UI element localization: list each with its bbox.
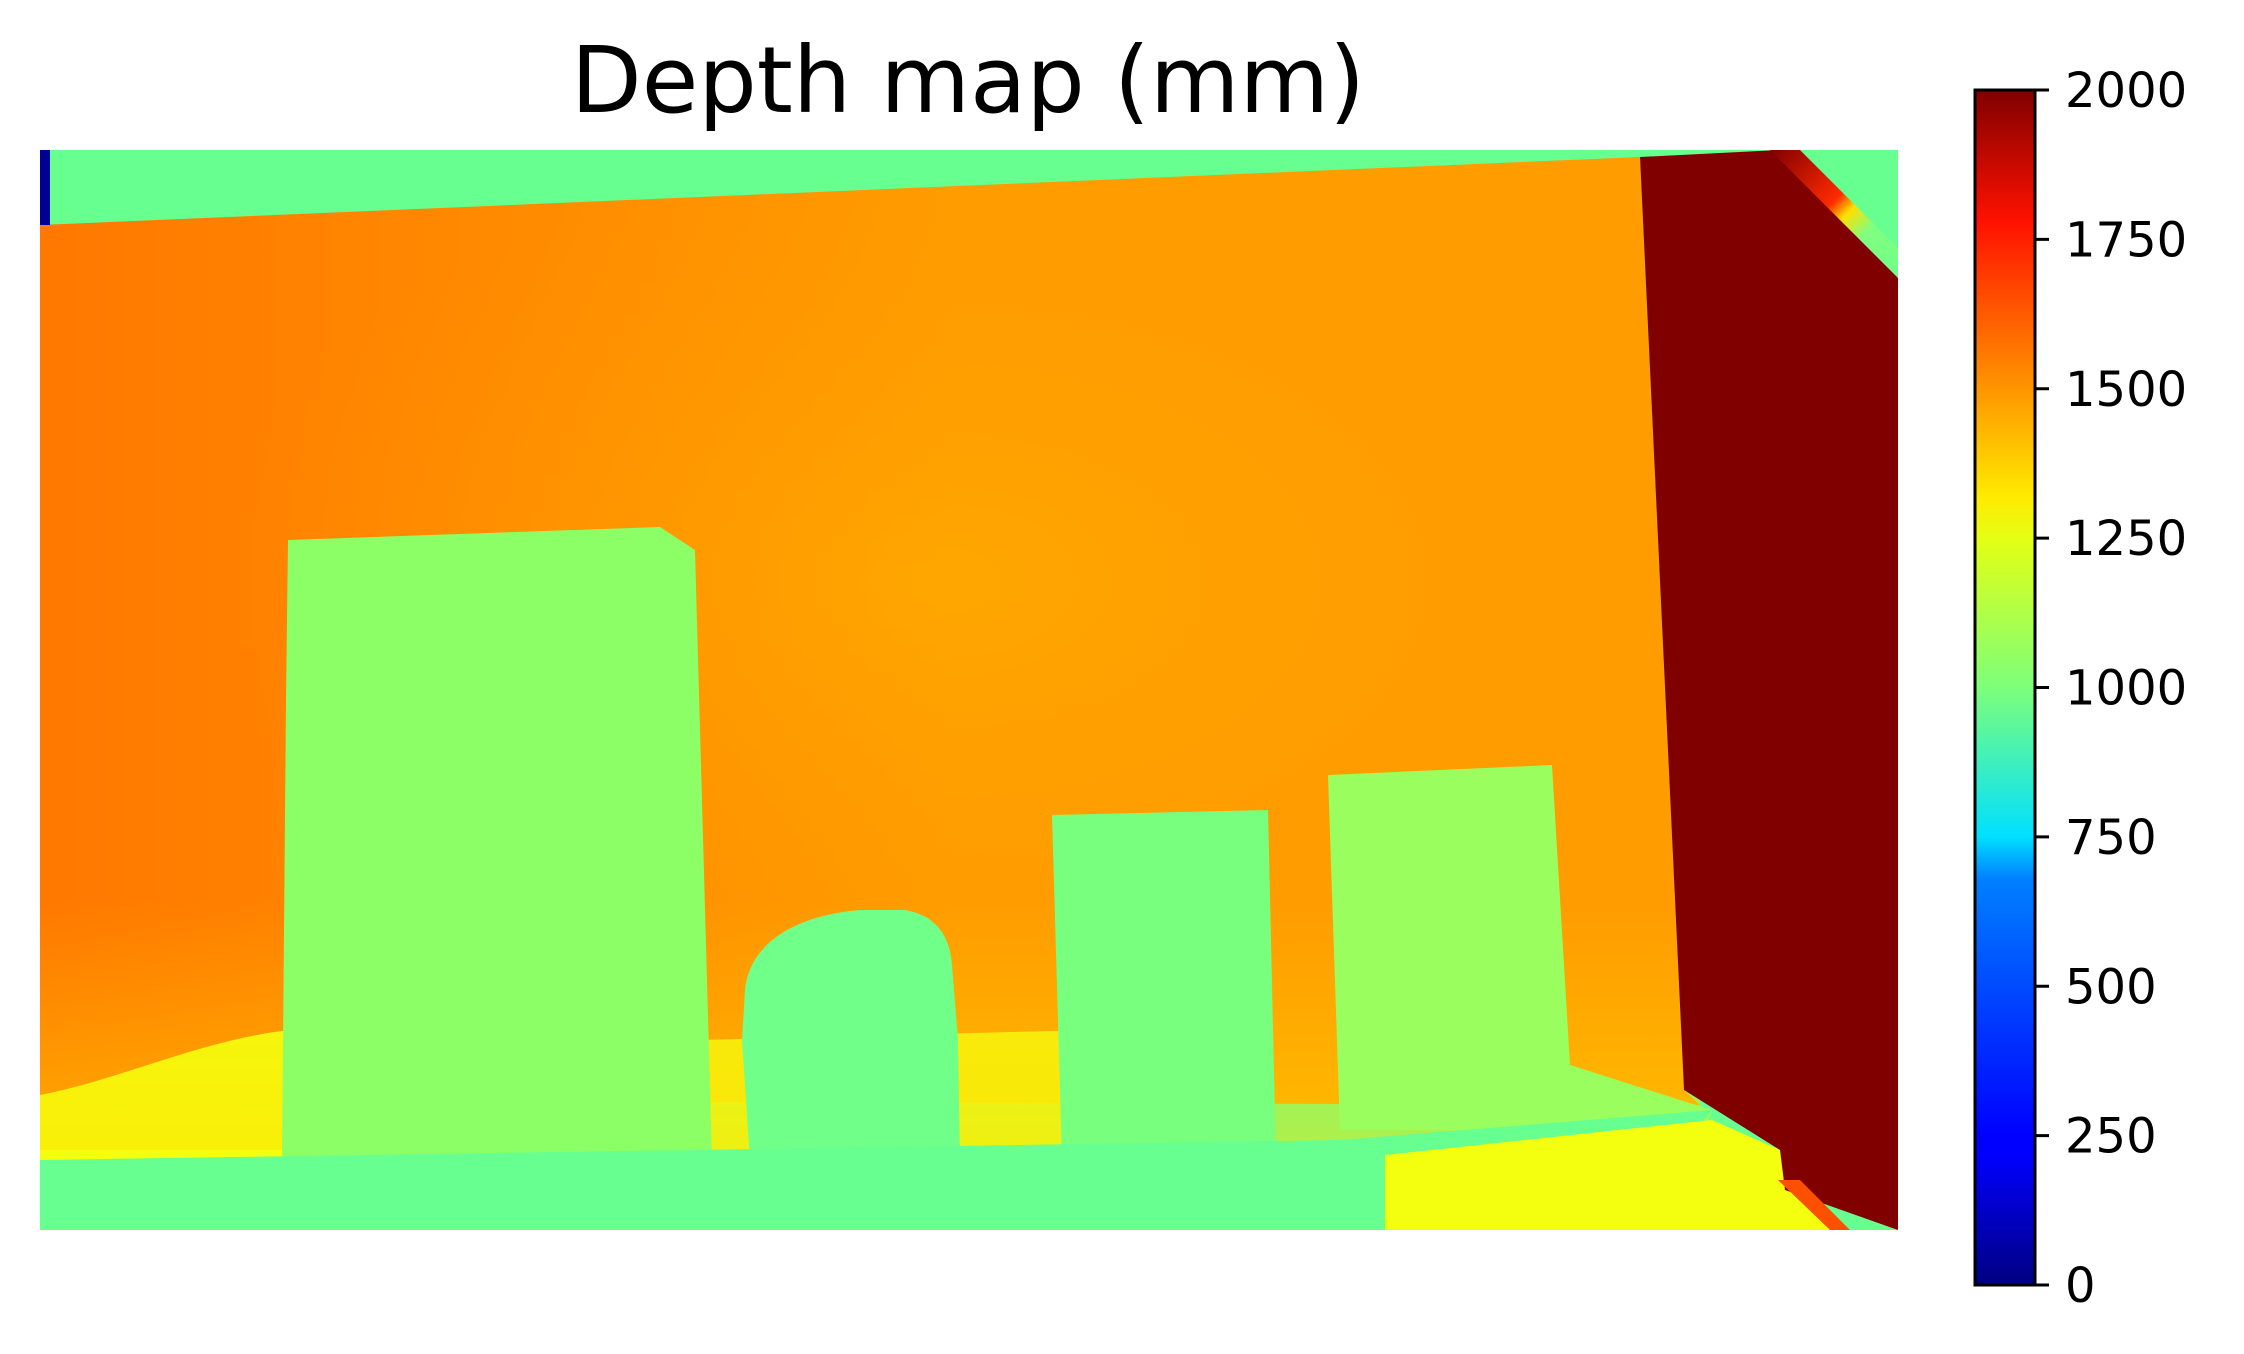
region-right-box — [1328, 765, 1712, 1130]
region-right-panel — [1640, 150, 1898, 1230]
colorbar-tick-label-250: 250 — [2065, 1109, 2157, 1165]
colorbar-tick-label-1500: 1500 — [2065, 362, 2187, 418]
region-tall-box — [282, 527, 712, 1162]
region-floor-band — [40, 1110, 1712, 1230]
colorbar-tick-label-2000: 2000 — [2065, 63, 2187, 119]
colorbar-ticks: 0 250 500 750 1000 1250 1500 1750 2000 — [2035, 63, 2187, 1314]
colorbar-tick-label-750: 750 — [2065, 810, 2157, 866]
region-middle-box — [1052, 810, 1276, 1160]
chart-title: Depth map (mm) — [571, 27, 1365, 134]
colorbar-tick-label-1750: 1750 — [2065, 212, 2187, 268]
colorbar-gradient — [1973, 88, 2037, 1287]
depth-image — [40, 150, 1898, 1230]
colorbar-tick-label-0: 0 — [2065, 1258, 2096, 1314]
region-floor-front-right — [1385, 1120, 1840, 1230]
corner-stripe-bottom-right — [1778, 1180, 1850, 1230]
region-round-object — [742, 910, 960, 1160]
colorbar-tick-label-1250: 1250 — [2065, 511, 2187, 567]
region-edge-stripe — [40, 150, 50, 225]
colorbar: 0 250 500 750 1000 1250 1500 1750 2000 — [1973, 63, 2187, 1314]
corner-stripe-top-right — [1770, 150, 1898, 278]
colorbar-tick-label-1000: 1000 — [2065, 661, 2187, 717]
colorbar-tick-label-500: 500 — [2065, 959, 2157, 1015]
